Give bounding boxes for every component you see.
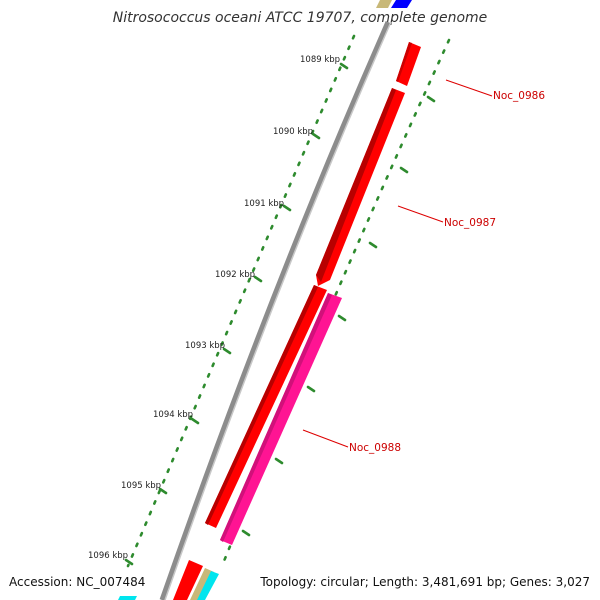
tick-label: 1091 kbp (244, 199, 284, 209)
outer-tick-mark (306, 385, 316, 393)
backbone-arc-shade (164, 21, 392, 600)
gene-label-noc-0988[interactable]: Noc_0988 (349, 442, 401, 454)
tick-mark (339, 62, 349, 70)
tick-mark (124, 558, 134, 566)
outer-tick-mark (241, 529, 251, 537)
tick-label: 1095 kbp (121, 481, 161, 491)
tick-mark (190, 417, 200, 425)
gene-feature-lower-red[interactable] (205, 285, 327, 528)
tick-label: 1089 kbp (300, 55, 340, 65)
tick-label: 1093 kbp (185, 341, 225, 351)
gene-feature-bottom-cyan-left[interactable] (118, 596, 137, 600)
tick-mark (158, 487, 168, 495)
outer-tick-mark (274, 457, 284, 465)
tick-mark (311, 132, 321, 140)
outer-tick-mark (426, 95, 436, 103)
tick-label: 1090 kbp (273, 127, 313, 137)
gene-leader-line (445, 79, 493, 97)
gene-feature-blue-top[interactable] (391, 0, 412, 8)
tick-label: 1094 kbp (153, 410, 193, 420)
inner-dotted-guide (126, 34, 356, 568)
gene-label-noc-0987[interactable]: Noc_0987 (444, 217, 496, 229)
tick-label: 1092 kbp (215, 270, 255, 280)
tick-label: 1096 kbp (88, 551, 128, 561)
gene-feature-tan-top[interactable] (376, 0, 392, 8)
outer-tick-mark (368, 241, 378, 249)
genome-summary-text: Topology: circular; Length: 3,481,691 bp… (260, 575, 590, 589)
gene-leader-line (397, 205, 444, 223)
gene-label-noc-0986[interactable]: Noc_0986 (493, 90, 545, 102)
tick-marks (124, 62, 349, 566)
gene-feature-bottom-cyan[interactable] (197, 571, 219, 600)
gene-feature-noc-0987[interactable] (316, 88, 405, 286)
map-title: Nitrosococcus oceani ATCC 19707, complet… (112, 10, 488, 26)
gene-leader-line (302, 429, 349, 448)
gene-feature-noc-0986[interactable] (396, 42, 421, 86)
tick-mark (282, 204, 292, 212)
outer-tick-mark (399, 166, 409, 174)
accession-text: Accession: NC_007484 (9, 575, 146, 589)
gene-feature-bottom-red[interactable] (173, 560, 203, 600)
outer-tick-mark (337, 314, 347, 322)
gene-feature-bottom-tan[interactable] (190, 568, 214, 600)
tick-mark (222, 347, 232, 355)
backbone-arc (159, 20, 391, 600)
gene-feature-noc-0988[interactable] (220, 293, 342, 545)
tick-mark (253, 275, 263, 283)
outer-tick-marks (241, 95, 436, 537)
